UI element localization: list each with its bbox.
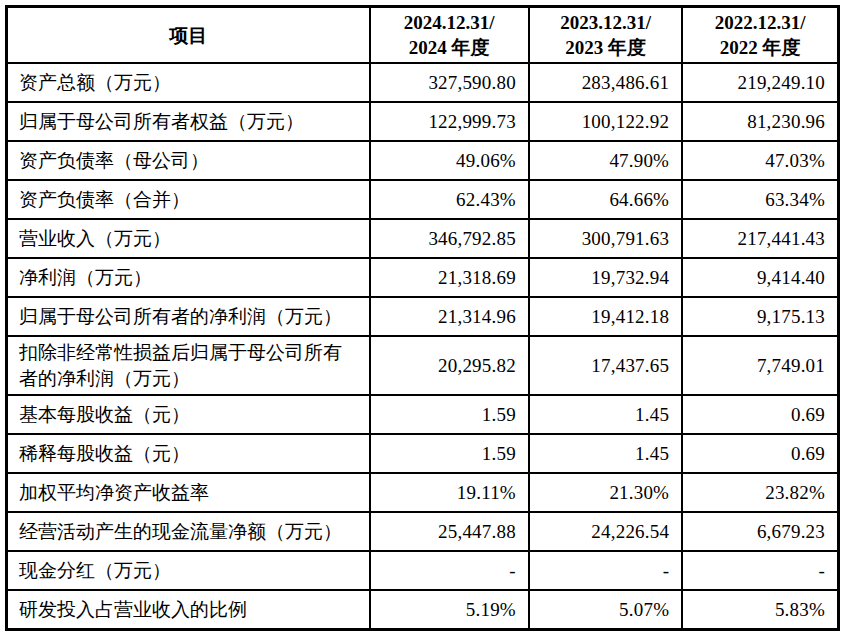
value-cell: 21,314.96 [370,297,529,336]
table-row-parent-equity: 归属于母公司所有者权益（万元） 122,999.73 100,122.92 81… [7,102,839,141]
table-row-debt-ratio-parent: 资产负债率（母公司） 49.06% 47.90% 47.03% [7,141,839,180]
value-cell: 9,175.13 [682,297,838,336]
row-label: 现金分红（万元） [7,551,370,590]
value-cell: 9,414.40 [682,258,838,297]
table-row-rd-revenue-ratio: 研发投入占营业收入的比例 5.19% 5.07% 5.83% [7,590,839,629]
value-cell: 19.11% [370,473,529,512]
value-cell: 122,999.73 [370,102,529,141]
table-row-cash-dividend: 现金分红（万元） - - - [7,551,839,590]
value-cell: 63.34% [682,180,838,219]
row-label: 研发投入占营业收入的比例 [7,590,370,629]
value-cell: 62.43% [370,180,529,219]
value-cell: 23.82% [682,473,838,512]
value-cell: - [682,551,838,590]
value-cell: 5.19% [370,590,529,629]
value-cell: 0.69 [682,434,838,473]
table-row-diluted-eps: 稀释每股收益（元） 1.59 1.45 0.69 [7,434,839,473]
value-cell: 217,441.43 [682,219,838,258]
table-row-parent-net-profit: 归属于母公司所有者的净利润（万元） 21,314.96 19,412.18 9,… [7,297,839,336]
table-row-deducted-net-profit: 扣除非经常性损益后归属于母公司所有者的净利润（万元） 20,295.82 17,… [7,336,839,395]
value-cell: 6,679.23 [682,512,838,551]
row-label: 加权平均净资产收益率 [7,473,370,512]
value-cell: 1.45 [529,434,682,473]
value-cell: 300,791.63 [529,219,682,258]
value-cell: - [529,551,682,590]
value-cell: 21.30% [529,473,682,512]
document-page: 项目 2024.12.31/ 2024 年度 2023.12.31/ 2023 … [0,0,846,639]
row-label: 营业收入（万元） [7,219,370,258]
value-cell: 21,318.69 [370,258,529,297]
row-label: 稀释每股收益（元） [7,434,370,473]
header-cell-period-2024: 2024.12.31/ 2024 年度 [370,7,529,64]
row-label: 资产负债率（母公司） [7,141,370,180]
value-cell: 5.83% [682,590,838,629]
value-cell: - [370,551,529,590]
value-cell: 64.66% [529,180,682,219]
table-row-basic-eps: 基本每股收益（元） 1.59 1.45 0.69 [7,395,839,434]
value-cell: 327,590.80 [370,63,529,102]
value-cell: 25,447.88 [370,512,529,551]
value-cell: 346,792.85 [370,219,529,258]
header-cell-period-2023: 2023.12.31/ 2023 年度 [529,7,682,64]
header-cell-item: 项目 [7,7,370,64]
row-label: 资产负债率（合并） [7,180,370,219]
table-row-operating-cash-flow: 经营活动产生的现金流量净额（万元） 25,447.88 24,226.54 6,… [7,512,839,551]
row-label: 基本每股收益（元） [7,395,370,434]
row-label: 扣除非经常性损益后归属于母公司所有者的净利润（万元） [7,336,370,395]
table-row-debt-ratio-consolidated: 资产负债率（合并） 62.43% 64.66% 63.34% [7,180,839,219]
value-cell: 1.59 [370,395,529,434]
value-cell: 1.59 [370,434,529,473]
value-cell: 283,486.61 [529,63,682,102]
financial-summary-table: 项目 2024.12.31/ 2024 年度 2023.12.31/ 2023 … [5,5,840,631]
value-cell: 0.69 [682,395,838,434]
row-label: 净利润（万元） [7,258,370,297]
value-cell: 24,226.54 [529,512,682,551]
value-cell: 100,122.92 [529,102,682,141]
value-cell: 19,412.18 [529,297,682,336]
row-label: 资产总额（万元） [7,63,370,102]
value-cell: 47.03% [682,141,838,180]
value-cell: 7,749.01 [682,336,838,395]
header-cell-period-2022: 2022.12.31/ 2022 年度 [682,7,838,64]
row-label: 归属于母公司所有者权益（万元） [7,102,370,141]
value-cell: 219,249.10 [682,63,838,102]
table-header-row: 项目 2024.12.31/ 2024 年度 2023.12.31/ 2023 … [7,7,839,64]
table-row-weighted-roe: 加权平均净资产收益率 19.11% 21.30% 23.82% [7,473,839,512]
table-row-operating-revenue: 营业收入（万元） 346,792.85 300,791.63 217,441.4… [7,219,839,258]
table-row-net-profit: 净利润（万元） 21,318.69 19,732.94 9,414.40 [7,258,839,297]
value-cell: 17,437.65 [529,336,682,395]
value-cell: 5.07% [529,590,682,629]
value-cell: 20,295.82 [370,336,529,395]
row-label: 经营活动产生的现金流量净额（万元） [7,512,370,551]
value-cell: 1.45 [529,395,682,434]
row-label: 归属于母公司所有者的净利润（万元） [7,297,370,336]
value-cell: 49.06% [370,141,529,180]
value-cell: 19,732.94 [529,258,682,297]
value-cell: 47.90% [529,141,682,180]
table-row-total-assets: 资产总额（万元） 327,590.80 283,486.61 219,249.1… [7,63,839,102]
value-cell: 81,230.96 [682,102,838,141]
